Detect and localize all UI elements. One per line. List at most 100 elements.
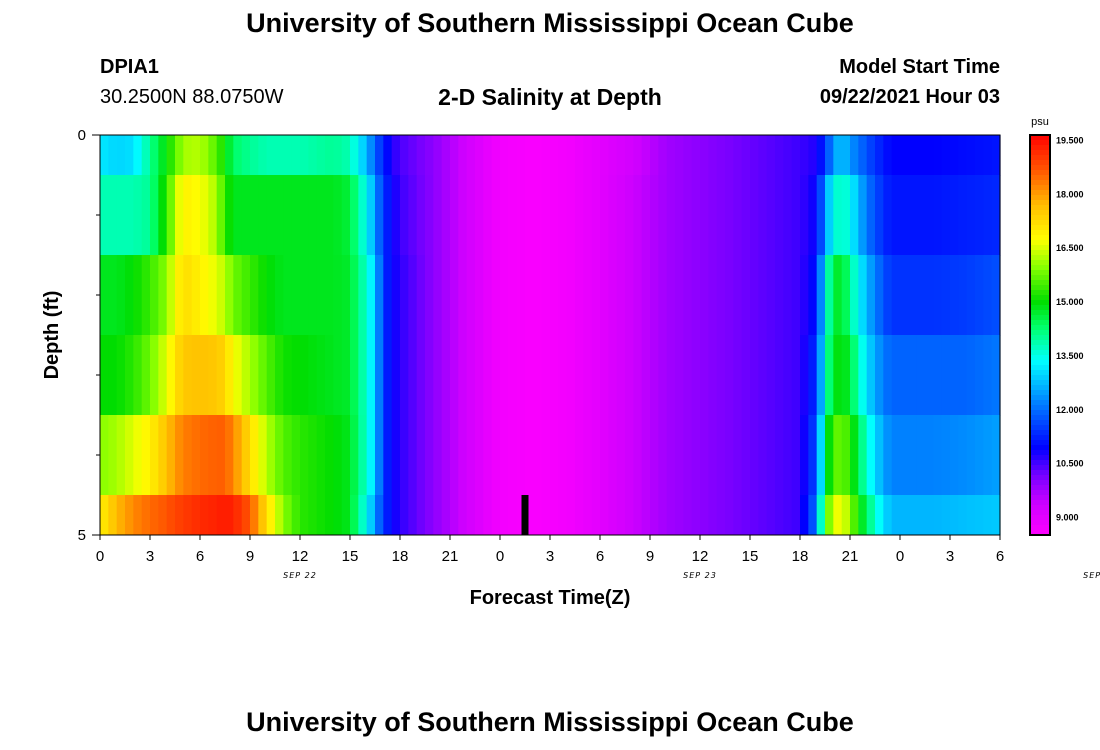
heatmap-cell: [758, 335, 768, 416]
station-id: DPIA1: [100, 56, 159, 78]
heatmap-cell: [175, 135, 184, 176]
heatmap-cell: [716, 175, 726, 256]
heatmap-cell: [800, 415, 809, 496]
heatmap-cell: [866, 255, 876, 336]
x-tick-label: 0: [896, 548, 904, 565]
heatmap-cell: [850, 415, 859, 496]
heatmap-cell: [258, 135, 268, 176]
chart-title: University of Southern Mississippi Ocean…: [246, 8, 854, 38]
heatmap-row: [100, 415, 1001, 496]
colorbar-segment: [1030, 385, 1050, 391]
heatmap-cell: [950, 335, 959, 416]
heatmap-cell: [908, 415, 918, 496]
heatmap-cell: [175, 495, 184, 536]
heatmap-cell: [350, 415, 359, 496]
heatmap-cell: [216, 175, 226, 256]
heatmap-cell: [916, 175, 926, 256]
heatmap-cell: [491, 495, 501, 536]
colorbar-segment: [1030, 440, 1050, 446]
heatmap-cell: [825, 175, 834, 256]
heatmap-cell: [383, 415, 393, 496]
heatmap-cell: [291, 415, 301, 496]
heatmap-cell: [100, 255, 109, 336]
heatmap-cell: [450, 135, 459, 176]
heatmap-cell: [408, 135, 418, 176]
colorbar-label: 10.500: [1056, 459, 1084, 469]
heatmap-cell: [741, 335, 751, 416]
heatmap-cell: [550, 255, 559, 336]
heatmap-cell: [933, 495, 943, 536]
heatmap-cell: [833, 175, 843, 256]
heatmap-cell: [500, 495, 509, 536]
heatmap-cell: [600, 135, 609, 176]
heatmap-cell: [866, 135, 876, 176]
heatmap-cell: [150, 175, 159, 256]
heatmap-cell: [800, 175, 809, 256]
colorbar-label: 16.500: [1056, 243, 1084, 253]
colorbar-segment: [1030, 505, 1050, 511]
heatmap-cell: [683, 415, 693, 496]
heatmap-cell: [233, 335, 243, 416]
heatmap-cell: [441, 135, 451, 176]
colorbar-segment: [1030, 500, 1050, 506]
heatmap-cell: [900, 135, 909, 176]
heatmap-cell: [391, 255, 401, 336]
colorbar-segment: [1030, 290, 1050, 296]
heatmap-cell: [791, 335, 801, 416]
heatmap-cell: [883, 255, 893, 336]
heatmap-cell: [908, 175, 918, 256]
heatmap-cell: [158, 335, 168, 416]
heatmap-cell: [141, 415, 151, 496]
heatmap-cell: [941, 335, 951, 416]
heatmap-cell: [883, 135, 893, 176]
heatmap-cell: [483, 495, 493, 536]
heatmap-cell: [558, 335, 568, 416]
heatmap-cell: [366, 135, 376, 176]
heatmap-cell: [808, 495, 818, 536]
heatmap-cell: [800, 495, 809, 536]
heatmap-cell: [100, 335, 109, 416]
heatmap-cell: [683, 495, 693, 536]
heatmap-cell: [516, 495, 526, 536]
heatmap-cell: [275, 175, 284, 256]
heatmap-cell: [125, 175, 134, 256]
heatmap-cell: [925, 495, 934, 536]
colorbar-segment: [1030, 405, 1050, 411]
heatmap-cell: [516, 255, 526, 336]
heatmap-cell: [100, 415, 109, 496]
heatmap-cell: [650, 175, 659, 256]
heatmap-cell: [875, 335, 884, 416]
heatmap-cell: [258, 255, 268, 336]
heatmap-cell: [616, 135, 626, 176]
heatmap-cell: [116, 415, 126, 496]
heatmap-cell: [266, 415, 276, 496]
heatmap-cell: [783, 335, 793, 416]
heatmap-cell: [558, 175, 568, 256]
heatmap-cell: [408, 335, 418, 416]
heatmap-cell: [816, 495, 826, 536]
colorbar-segment: [1030, 370, 1050, 376]
heatmap-cell: [441, 495, 451, 536]
heatmap-cell: [891, 135, 901, 176]
heatmap-cell: [975, 495, 984, 536]
heatmap-cell: [208, 335, 218, 416]
heatmap-cell: [116, 335, 126, 416]
heatmap-cell: [625, 415, 634, 496]
heatmap-cell: [658, 255, 668, 336]
heatmap-cell: [683, 335, 693, 416]
heatmap-cell: [625, 255, 634, 336]
heatmap-cell: [966, 175, 976, 256]
heatmap-cell: [325, 175, 334, 256]
heatmap-cell: [650, 255, 659, 336]
heatmap-cell: [191, 135, 201, 176]
heatmap-cell: [316, 255, 326, 336]
heatmap-cell: [116, 135, 126, 176]
heatmap-cell: [900, 255, 909, 336]
heatmap-cell: [958, 495, 968, 536]
heatmap-cell: [683, 255, 693, 336]
colorbar-segment: [1030, 180, 1050, 186]
heatmap-cell: [858, 495, 868, 536]
x-tick-label: 6: [996, 548, 1004, 565]
heatmap-cell: [191, 415, 201, 496]
heatmap-cell: [775, 335, 784, 416]
